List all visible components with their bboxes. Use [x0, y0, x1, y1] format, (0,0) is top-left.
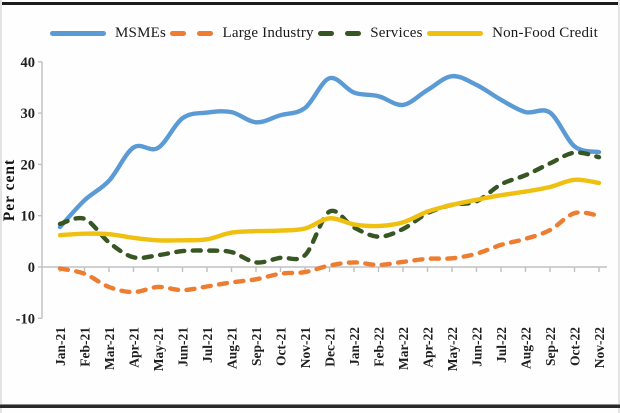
svg-text:May-22: May-22 — [445, 327, 460, 371]
legend-label-large-industry: Large Industry — [222, 24, 314, 41]
svg-text:Jan-22: Jan-22 — [347, 327, 362, 366]
non-food-credit-line-swatch — [427, 30, 484, 36]
legend-item-msmes: MSMEs — [50, 25, 166, 42]
legend-label-services: Services — [370, 24, 423, 41]
svg-text:Per cent: Per cent — [1, 159, 18, 221]
figure-left-border — [0, 0, 2, 413]
svg-text:30: 30 — [21, 106, 36, 122]
svg-text:Oct-21: Oct-21 — [274, 327, 289, 366]
svg-text:Jul-21: Jul-21 — [200, 327, 215, 363]
svg-text:-10: -10 — [16, 311, 35, 327]
svg-text:0: 0 — [28, 260, 35, 276]
svg-text:Jan-21: Jan-21 — [53, 327, 68, 366]
legend-label-msmes: MSMEs — [115, 24, 167, 41]
svg-text:Feb-22: Feb-22 — [372, 327, 387, 367]
svg-text:Jul-22: Jul-22 — [494, 327, 509, 363]
large-industry-dash-swatch — [170, 30, 214, 36]
svg-text:Dec-21: Dec-21 — [323, 327, 338, 367]
svg-text:Jun-22: Jun-22 — [470, 327, 485, 367]
legend-item-non-food-credit: Non-Food Credit — [427, 25, 598, 42]
svg-text:Mar-22: Mar-22 — [396, 327, 411, 370]
figure-top-border — [0, 2, 620, 5]
legend-label-non-food-credit: Non-Food Credit — [492, 24, 598, 41]
svg-text:Apr-22: Apr-22 — [421, 327, 436, 368]
svg-text:20: 20 — [21, 157, 36, 173]
svg-text:Sep-22: Sep-22 — [543, 327, 558, 366]
svg-text:May-21: May-21 — [151, 327, 166, 371]
svg-text:Nov-22: Nov-22 — [592, 327, 607, 368]
svg-text:Nov-21: Nov-21 — [298, 327, 313, 368]
svg-text:Sep-21: Sep-21 — [249, 327, 264, 366]
svg-text:Apr-21: Apr-21 — [127, 327, 142, 368]
figure-right-border — [618, 0, 620, 413]
svg-text:Oct-22: Oct-22 — [568, 327, 583, 366]
svg-text:Aug-21: Aug-21 — [225, 327, 240, 369]
svg-text:Mar-21: Mar-21 — [102, 327, 117, 370]
chart-legend: MSMEs Large Industry Services Non-Food C… — [50, 20, 598, 46]
svg-text:Feb-21: Feb-21 — [78, 327, 93, 367]
legend-item-services: Services — [318, 25, 422, 42]
msmes-line-swatch — [50, 30, 106, 36]
services-dash-swatch — [318, 30, 362, 36]
svg-text:40: 40 — [21, 55, 36, 71]
legend-item-large-industry: Large Industry — [170, 24, 314, 42]
figure-bottom-border — [0, 404, 620, 408]
svg-text:Jun-21: Jun-21 — [176, 327, 191, 367]
svg-text:10: 10 — [21, 209, 36, 225]
svg-text:Aug-22: Aug-22 — [519, 327, 534, 369]
